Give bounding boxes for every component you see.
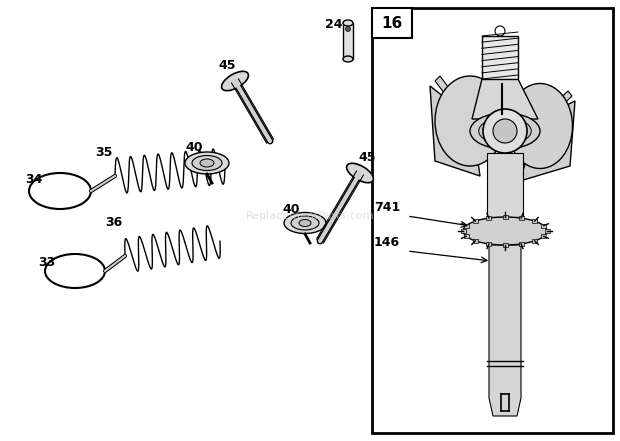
Bar [532, 239, 537, 243]
Text: 45: 45 [358, 151, 376, 164]
Text: 16: 16 [381, 15, 402, 30]
Circle shape [493, 119, 517, 143]
Ellipse shape [221, 71, 249, 91]
Bar [461, 229, 466, 233]
Bar [464, 224, 469, 228]
Bar [502, 215, 508, 219]
Bar [473, 219, 478, 223]
Polygon shape [435, 76, 472, 129]
Text: 40: 40 [185, 141, 203, 154]
Bar [541, 234, 546, 238]
Ellipse shape [185, 152, 229, 174]
Text: 45: 45 [218, 59, 236, 72]
Ellipse shape [508, 83, 572, 168]
Text: 34: 34 [25, 173, 42, 186]
Text: 146: 146 [374, 236, 400, 249]
Bar [541, 224, 546, 228]
Bar [544, 229, 549, 233]
Text: 741: 741 [374, 201, 401, 214]
Ellipse shape [470, 113, 540, 149]
Ellipse shape [200, 159, 214, 167]
Ellipse shape [343, 56, 353, 62]
Ellipse shape [291, 216, 319, 230]
Circle shape [345, 26, 350, 31]
Bar [487, 216, 492, 220]
Polygon shape [487, 153, 523, 217]
Ellipse shape [299, 220, 311, 227]
Text: 40: 40 [282, 203, 299, 216]
Polygon shape [538, 91, 572, 127]
Bar [372, 8, 412, 38]
Bar [343, 23, 353, 59]
Bar [487, 242, 492, 246]
Ellipse shape [463, 217, 547, 245]
Bar [518, 216, 523, 220]
Text: 36: 36 [105, 216, 122, 229]
Bar [473, 239, 478, 243]
Bar [502, 243, 508, 247]
Circle shape [483, 109, 527, 153]
Polygon shape [489, 245, 521, 416]
Bar [482, 36, 518, 79]
Ellipse shape [192, 156, 222, 171]
Bar [464, 234, 469, 238]
Ellipse shape [284, 213, 326, 233]
Ellipse shape [343, 20, 353, 26]
Bar [532, 219, 537, 223]
Text: 33: 33 [38, 256, 55, 269]
Ellipse shape [347, 163, 373, 183]
Bar [518, 242, 523, 246]
Ellipse shape [435, 76, 505, 166]
Bar [372, 8, 613, 433]
Text: 35: 35 [95, 146, 112, 159]
Polygon shape [472, 79, 538, 119]
Polygon shape [430, 86, 480, 176]
Ellipse shape [479, 117, 531, 145]
Text: ReplacementParts.com: ReplacementParts.com [246, 211, 374, 221]
Text: 24: 24 [325, 18, 342, 31]
Polygon shape [520, 101, 575, 181]
